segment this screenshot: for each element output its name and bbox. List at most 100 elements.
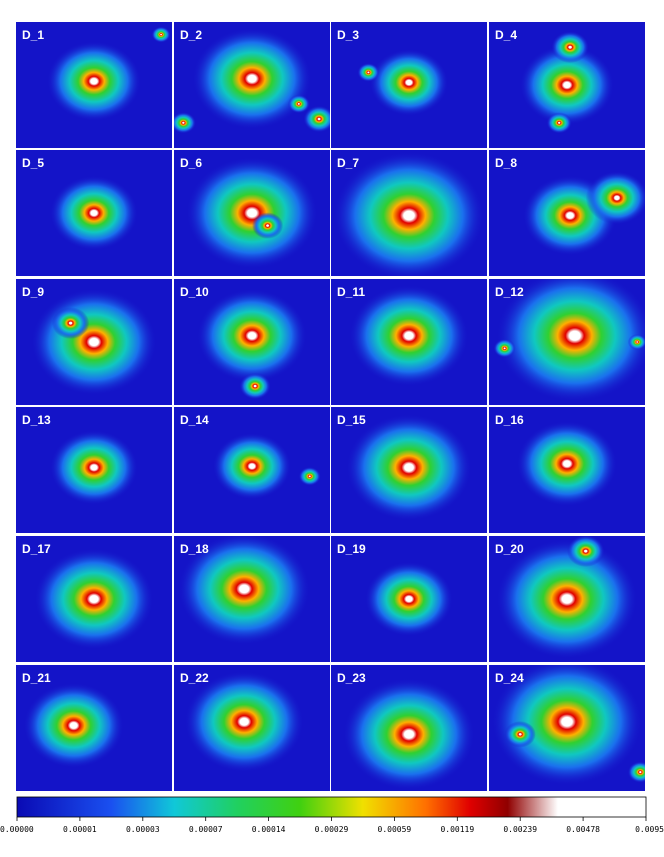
panel-label: D_18: [180, 542, 209, 556]
density-blob: [492, 665, 642, 786]
panel: D_7: [331, 150, 487, 276]
density-blob: [627, 761, 645, 783]
colorbar-ticks: 0.00000 0.00001 0.00003 0.00007 0.00014 0.000…: [0, 817, 664, 834]
panel-label: D_23: [337, 671, 366, 685]
panel-label: D_2: [180, 28, 202, 42]
panel: D_23: [331, 665, 487, 791]
density-blob: [47, 41, 141, 121]
panel-label: D_1: [22, 28, 44, 42]
panel-label: D_4: [495, 28, 517, 42]
density-blob: [334, 152, 484, 276]
density-blob: [252, 212, 284, 239]
colorbar-tick-label: 0.00003: [126, 825, 160, 834]
colorbar-tick-label: 0.00119: [440, 825, 474, 834]
density-blob: [186, 157, 318, 269]
panel-label: D_17: [22, 542, 51, 556]
density-blob: [567, 536, 605, 567]
colorbar: [16, 796, 647, 818]
density-blob: [346, 414, 472, 521]
density-blob: [349, 285, 469, 386]
panel: D_4: [489, 22, 645, 148]
panel: D_10: [174, 279, 330, 405]
density-blob: [34, 548, 154, 650]
panel-label: D_13: [22, 413, 51, 427]
density-blob: [493, 339, 516, 358]
panel-label: D_22: [180, 671, 209, 685]
density-blob: [298, 467, 321, 486]
panel: D_18: [174, 536, 330, 662]
panel-label: D_3: [337, 28, 359, 42]
panel: D_15: [331, 407, 487, 533]
panel: D_3: [331, 22, 487, 148]
density-blob: [504, 721, 536, 748]
density-blob: [197, 289, 307, 383]
panel-label: D_16: [495, 413, 524, 427]
panel-label: D_7: [337, 156, 359, 170]
colorbar-tick-label: 0.0095: [635, 825, 664, 834]
panel-label: D_24: [495, 671, 524, 685]
density-blob: [287, 94, 310, 114]
panel: D_2: [174, 22, 330, 148]
panel-label: D_12: [495, 285, 524, 299]
density-blob: [151, 26, 171, 43]
colorbar-tick-label: 0.00029: [315, 825, 349, 834]
density-blob: [23, 683, 124, 768]
panel-label: D_10: [180, 285, 209, 299]
panel-label: D_15: [337, 413, 366, 427]
density-blob: [517, 421, 617, 507]
colorbar-tick-label: 0.00014: [252, 825, 286, 834]
density-blob: [50, 175, 138, 251]
density-blob: [585, 171, 645, 225]
panel-label: D_5: [22, 156, 44, 170]
panel-label: D_8: [495, 156, 517, 170]
panel: D_22: [174, 665, 330, 791]
density-blob: [184, 671, 304, 772]
panel-label: D_6: [180, 156, 202, 170]
panel-label: D_11: [337, 285, 365, 299]
density-blob: [50, 430, 138, 505]
panel-label: D_14: [180, 413, 209, 427]
panel: D_14: [174, 407, 330, 533]
density-blob: [365, 561, 453, 637]
panel: D_8: [489, 150, 645, 276]
panel: D_17: [16, 536, 172, 662]
colorbar-tick-label: 0.00001: [63, 825, 97, 834]
panel: D_12: [489, 279, 645, 405]
density-blob: [192, 28, 312, 129]
density-blob: [370, 49, 448, 116]
panel: D_5: [16, 150, 172, 276]
density-blob: [496, 539, 638, 659]
density-blob: [303, 105, 330, 133]
density-blob: [520, 45, 614, 125]
panel: D_13: [16, 407, 172, 533]
panel: D_1: [16, 22, 172, 148]
density-blob: [551, 31, 589, 64]
panel: D_20: [489, 536, 645, 662]
density-blob: [627, 334, 645, 350]
colorbar-tick-label: 0.00000: [0, 825, 34, 834]
density-blob: [178, 536, 310, 645]
colorbar-tick-label: 0.00007: [189, 825, 223, 834]
panel: D_24: [489, 665, 645, 791]
panel-label: D_19: [337, 542, 366, 556]
panel: D_16: [489, 407, 645, 533]
panel: D_19: [331, 536, 487, 662]
density-blob: [496, 279, 645, 402]
panel: D_11: [331, 279, 487, 405]
density-blob: [239, 372, 271, 400]
colorbar-tick-label: 0.00059: [378, 825, 412, 834]
panel-label: D_20: [495, 542, 524, 556]
panel-label: D_9: [22, 285, 44, 299]
colorbar-tick-label: 0.00239: [503, 825, 537, 834]
colorbar-tick-label: 0.00478: [566, 825, 600, 834]
density-blob: [174, 112, 196, 134]
density-blob: [343, 678, 475, 790]
panel-label: D_21: [22, 671, 51, 685]
panel: D_9: [16, 279, 172, 405]
density-blob: [213, 433, 291, 500]
panel-grid: D_1 D_2 D_3 D_4 D_5 D_6 D_7 D_8 D_9 D_10 D_11 D_12 D…: [16, 22, 645, 791]
panel: D_6: [174, 150, 330, 276]
density-blob: [51, 307, 90, 339]
density-blob: [31, 289, 157, 395]
